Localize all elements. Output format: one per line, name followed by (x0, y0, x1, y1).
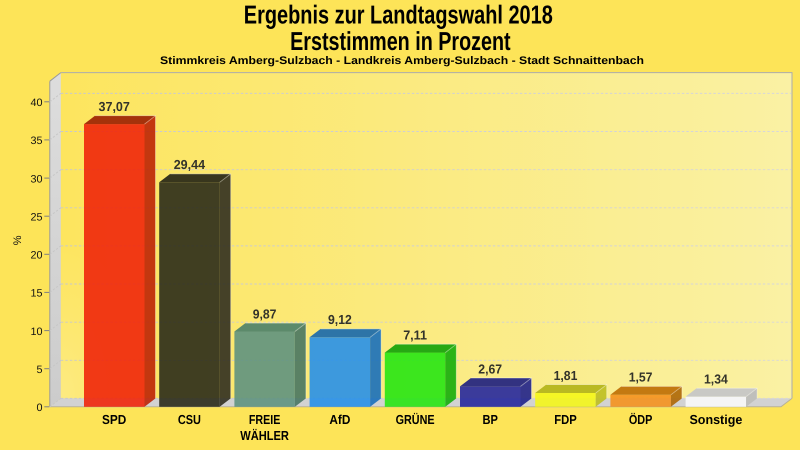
svg-text:ÖDP: ÖDP (629, 412, 653, 427)
svg-text:Sonstige: Sonstige (689, 412, 742, 427)
svg-text:0: 0 (36, 402, 42, 414)
svg-text:FREIE: FREIE (249, 412, 281, 427)
svg-text:37,07: 37,07 (99, 99, 130, 114)
svg-text:1,81: 1,81 (554, 368, 578, 383)
svg-text:WÄHLER: WÄHLER (240, 428, 289, 443)
svg-text:SPD: SPD (102, 412, 126, 427)
svg-text:1,34: 1,34 (704, 372, 729, 387)
svg-text:AfD: AfD (329, 412, 350, 427)
svg-text:9,12: 9,12 (328, 312, 352, 327)
svg-text:5: 5 (36, 364, 42, 376)
svg-text:9,87: 9,87 (253, 306, 277, 321)
svg-text:Ergebnis zur Landtagswahl 2018: Ergebnis zur Landtagswahl 2018 (244, 0, 553, 29)
svg-text:GRÜNE: GRÜNE (396, 412, 435, 427)
svg-text:35: 35 (30, 135, 42, 147)
svg-text:30: 30 (30, 173, 42, 185)
svg-text:%: % (12, 235, 24, 245)
svg-text:7,11: 7,11 (403, 328, 427, 343)
svg-text:BP: BP (483, 412, 499, 427)
svg-text:20: 20 (30, 250, 42, 262)
svg-text:FDP: FDP (554, 412, 577, 427)
svg-text:Erststimmen in Prozent: Erststimmen in Prozent (290, 26, 511, 56)
svg-text:2,67: 2,67 (478, 361, 502, 376)
svg-text:Stimmkreis Amberg-Sulzbach - L: Stimmkreis Amberg-Sulzbach - Landkreis A… (160, 55, 644, 67)
svg-text:29,44: 29,44 (174, 157, 206, 172)
svg-text:40: 40 (30, 97, 42, 109)
svg-text:15: 15 (30, 288, 42, 300)
svg-text:CSU: CSU (178, 412, 201, 427)
svg-text:1,57: 1,57 (629, 370, 653, 385)
svg-text:25: 25 (30, 212, 42, 224)
svg-text:10: 10 (30, 326, 42, 338)
